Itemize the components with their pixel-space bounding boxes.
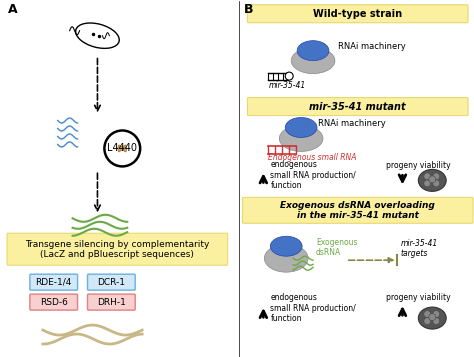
Text: Exogenous dsRNA overloading
in the mir-35-41 mutant: Exogenous dsRNA overloading in the mir-3… [280,201,435,220]
FancyBboxPatch shape [30,294,78,310]
Circle shape [424,173,431,180]
Ellipse shape [297,41,329,61]
Ellipse shape [419,170,446,191]
Circle shape [104,130,140,166]
FancyBboxPatch shape [247,97,468,116]
Text: Endogenous small RNA: Endogenous small RNA [268,154,357,162]
FancyBboxPatch shape [88,294,135,310]
Text: progeny viability: progeny viability [385,161,450,170]
FancyBboxPatch shape [30,274,78,290]
Circle shape [424,318,431,325]
Text: progeny viability: progeny viability [385,293,450,302]
Text: B: B [244,3,253,16]
Text: RNAi machinery: RNAi machinery [318,120,386,129]
Text: RNAi machinery: RNAi machinery [338,42,406,51]
Text: L4440: L4440 [107,144,137,154]
Text: A: A [8,3,18,16]
Ellipse shape [76,23,119,48]
Circle shape [429,313,436,321]
Ellipse shape [291,48,335,74]
Circle shape [433,173,440,180]
FancyBboxPatch shape [88,274,135,290]
Circle shape [285,72,293,80]
FancyBboxPatch shape [247,5,468,23]
Ellipse shape [419,307,446,329]
Circle shape [433,311,440,318]
Text: mir-35-41 mutant: mir-35-41 mutant [310,101,406,111]
Circle shape [424,311,431,318]
Ellipse shape [264,244,308,272]
Ellipse shape [285,117,317,137]
Text: Exogenous
dsRNA: Exogenous dsRNA [316,238,357,257]
FancyBboxPatch shape [243,197,473,223]
Text: endogenous
small RNA production/
function: endogenous small RNA production/ functio… [270,161,356,190]
Ellipse shape [279,126,323,151]
Text: Transgene silencing by complementarity
(LacZ and pBluescript sequences): Transgene silencing by complementarity (… [25,240,210,259]
Text: RSD-6: RSD-6 [40,298,68,307]
Wedge shape [119,145,127,152]
Text: mir-35-41
targets: mir-35-41 targets [401,239,438,258]
Text: DCR-1: DCR-1 [97,278,125,287]
Text: Wild-type strain: Wild-type strain [313,9,402,19]
Text: mir-35-41: mir-35-41 [268,81,306,90]
Text: DRH-1: DRH-1 [97,298,126,307]
Ellipse shape [270,236,302,256]
Wedge shape [118,145,125,152]
Circle shape [429,176,436,183]
Text: endogenous
small RNA production/
function: endogenous small RNA production/ functio… [270,293,356,323]
Text: RDE-1/4: RDE-1/4 [36,278,72,287]
FancyBboxPatch shape [7,233,228,265]
Circle shape [433,180,440,187]
Circle shape [424,180,431,187]
Circle shape [433,318,440,325]
